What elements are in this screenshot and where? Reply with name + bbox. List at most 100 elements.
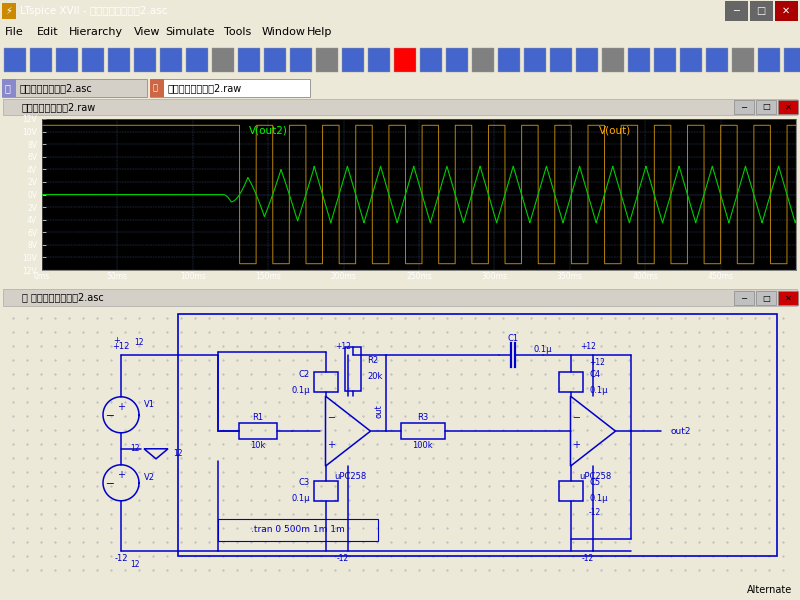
- Bar: [628, 48, 650, 72]
- Text: -12: -12: [589, 508, 602, 517]
- Text: +: +: [114, 337, 121, 346]
- Text: uPC258: uPC258: [334, 472, 366, 481]
- Bar: [576, 48, 598, 72]
- Bar: [368, 48, 390, 72]
- Text: ─: ─: [574, 413, 579, 422]
- Bar: [446, 48, 468, 72]
- Bar: [750, 1, 773, 21]
- Text: 〈 方形・三角形回路2.asc: 〈 方形・三角形回路2.asc: [22, 292, 104, 302]
- Text: 方形・三角形回路2.raw: 方形・三角形回路2.raw: [22, 102, 96, 112]
- Text: +: +: [573, 440, 581, 449]
- Text: 10k: 10k: [250, 440, 266, 449]
- Text: R3: R3: [417, 413, 428, 422]
- Text: C2: C2: [299, 370, 310, 379]
- Text: 20k: 20k: [367, 372, 382, 381]
- Bar: [108, 48, 130, 72]
- Text: 150ms: 150ms: [255, 272, 281, 281]
- Text: .tran 0 500m 1m 1m: .tran 0 500m 1m 1m: [251, 524, 345, 533]
- Text: Alternate: Alternate: [746, 585, 792, 595]
- Text: 0.1μ: 0.1μ: [291, 494, 310, 503]
- Text: -12: -12: [582, 554, 594, 563]
- Text: +12: +12: [580, 343, 596, 352]
- Bar: [150, 79, 310, 97]
- Text: File: File: [5, 27, 24, 37]
- Text: LTspice XVII - 方形・三角形回路2.asc: LTspice XVII - 方形・三角形回路2.asc: [20, 6, 167, 16]
- Text: 200ms: 200ms: [330, 272, 357, 281]
- Bar: [602, 48, 624, 72]
- Text: out: out: [374, 404, 383, 418]
- Bar: [212, 48, 234, 72]
- Text: Tools: Tools: [223, 27, 250, 37]
- Bar: [706, 48, 728, 72]
- Bar: [134, 48, 156, 72]
- Text: ✕: ✕: [785, 103, 791, 112]
- Bar: [758, 48, 780, 72]
- Text: +12: +12: [589, 358, 605, 367]
- Text: Edit: Edit: [37, 27, 58, 37]
- Text: 0ms: 0ms: [34, 272, 50, 281]
- Bar: [524, 48, 546, 72]
- Bar: [4, 48, 26, 72]
- Bar: [420, 48, 442, 72]
- Text: ─: ─: [742, 103, 746, 112]
- Bar: [725, 1, 748, 21]
- Bar: [314, 372, 338, 392]
- Bar: [559, 372, 583, 392]
- Text: 12: 12: [174, 449, 182, 458]
- Text: +12: +12: [335, 343, 351, 352]
- Bar: [2, 3, 16, 19]
- Text: C1: C1: [507, 334, 518, 343]
- Text: -12: -12: [114, 554, 128, 563]
- Text: 400ms: 400ms: [632, 272, 658, 281]
- Bar: [82, 48, 104, 72]
- Text: +: +: [327, 440, 335, 449]
- Text: Hierarchy: Hierarchy: [69, 27, 123, 37]
- Text: V(out): V(out): [599, 125, 631, 135]
- Bar: [550, 48, 572, 72]
- Text: □: □: [762, 293, 770, 302]
- Text: 12: 12: [134, 338, 144, 347]
- Bar: [498, 48, 520, 72]
- Text: 0.1μ: 0.1μ: [589, 494, 607, 503]
- Text: 0.1μ: 0.1μ: [589, 386, 607, 395]
- Text: View: View: [134, 27, 160, 37]
- Text: 📊: 📊: [153, 83, 158, 92]
- Text: uPC258: uPC258: [579, 472, 611, 481]
- Bar: [290, 48, 312, 72]
- Bar: [472, 48, 494, 72]
- Text: 12: 12: [130, 560, 140, 569]
- Bar: [775, 1, 798, 21]
- Bar: [394, 48, 416, 72]
- Text: 0.1μ: 0.1μ: [291, 386, 310, 395]
- Text: □: □: [756, 6, 766, 16]
- Text: ✕: ✕: [785, 293, 791, 302]
- Text: R2: R2: [367, 356, 378, 365]
- Bar: [30, 48, 52, 72]
- Bar: [314, 481, 338, 501]
- Bar: [3, 99, 797, 115]
- Text: R1: R1: [253, 413, 263, 422]
- Text: +: +: [117, 470, 125, 480]
- Text: ✕: ✕: [782, 6, 790, 16]
- Text: -12: -12: [337, 554, 349, 563]
- Bar: [3, 289, 797, 306]
- Text: 〈: 〈: [5, 83, 11, 93]
- Bar: [345, 347, 361, 391]
- Bar: [2, 79, 16, 97]
- Bar: [316, 48, 338, 72]
- Bar: [778, 291, 798, 305]
- Bar: [756, 291, 776, 305]
- Text: 方形・三角形回路2.raw: 方形・三角形回路2.raw: [168, 83, 242, 93]
- Text: ─: ─: [329, 413, 334, 422]
- Bar: [778, 100, 798, 114]
- Bar: [734, 100, 754, 114]
- Text: 100ms: 100ms: [180, 272, 206, 281]
- Text: 方形・三角形回路2.asc: 方形・三角形回路2.asc: [20, 83, 93, 93]
- Text: Help: Help: [307, 27, 332, 37]
- Bar: [756, 100, 776, 114]
- Text: 12: 12: [130, 444, 140, 454]
- Text: 50ms: 50ms: [107, 272, 128, 281]
- Bar: [734, 291, 754, 305]
- Text: V(out2): V(out2): [249, 125, 288, 135]
- Text: □: □: [762, 103, 770, 112]
